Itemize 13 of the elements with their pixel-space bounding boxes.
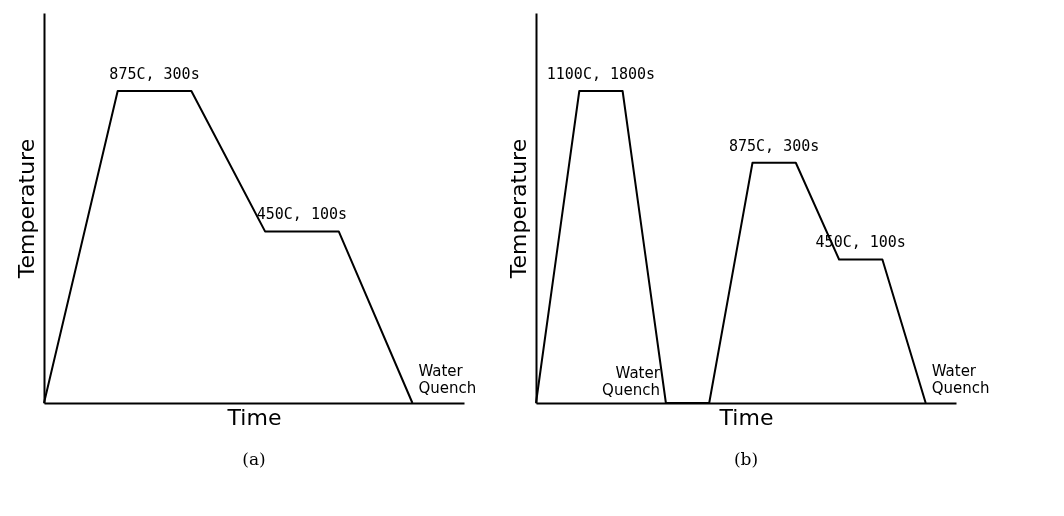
annotation: 875C, 300s xyxy=(728,136,820,155)
annotation: 875C, 300s xyxy=(109,65,200,83)
text: (b) xyxy=(733,449,759,469)
annotation: Water Quench xyxy=(602,364,661,399)
y-axis-title: Temperature xyxy=(13,138,39,280)
y-axis-title: Temperature xyxy=(505,138,531,280)
annotation: 1100C, 1800s xyxy=(546,65,656,83)
annotation: Water Quench xyxy=(418,362,477,397)
annotation: 450C, 100s xyxy=(256,205,348,224)
annotation: Water Quench xyxy=(931,362,990,397)
x-axis-title: Time xyxy=(718,404,774,430)
text: (a) xyxy=(242,449,266,469)
x-axis-title: Time xyxy=(226,404,282,430)
